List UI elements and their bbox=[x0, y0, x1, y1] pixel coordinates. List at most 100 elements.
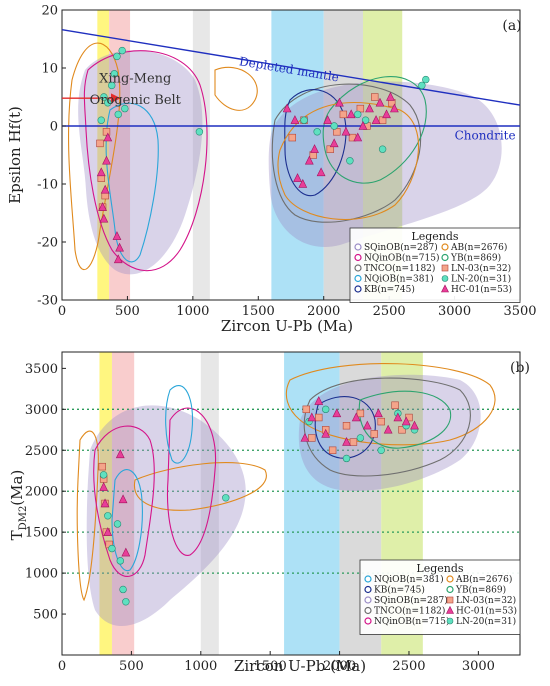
data-point-a-s1-14 bbox=[354, 110, 362, 119]
envelope-ab-a bbox=[68, 42, 258, 271]
data-point-a-s2-20 bbox=[346, 109, 356, 119]
chondrite-label: Chondrite bbox=[455, 128, 516, 142]
data-point-a-s2-8 bbox=[115, 242, 124, 252]
legend-label-a-5: LN-03(n=32) bbox=[451, 263, 511, 274]
x-tick-label-b-4: 2000 bbox=[323, 659, 356, 674]
y-tick-label-a-4: 10 bbox=[41, 62, 58, 77]
y-axis-title-a: Epsilon Hf(t) bbox=[6, 106, 24, 204]
data-point-b-s0-15 bbox=[391, 401, 399, 409]
legend-label-b-3: YB(n=869) bbox=[455, 585, 506, 596]
envelope-sqinob-a bbox=[78, 50, 203, 275]
age-band-a-2 bbox=[192, 10, 210, 300]
x-tick-label-b-0: 0 bbox=[58, 659, 66, 674]
legend-marker-b-0 bbox=[364, 575, 372, 583]
data-point-a-s2-5 bbox=[103, 132, 113, 142]
y-tick-label-b-4: 2500 bbox=[25, 444, 58, 459]
data-point-b-s2-4 bbox=[118, 494, 128, 504]
y-tick-label-b-5: 3000 bbox=[25, 403, 58, 418]
legend-label-b-1: AB(n=2676) bbox=[455, 574, 512, 585]
data-point-b-s0-6 bbox=[308, 434, 316, 442]
plot-frame-b bbox=[61, 351, 521, 656]
envelope-nqiob-a bbox=[105, 102, 159, 263]
x-tick-label-b-3: 1500 bbox=[254, 659, 287, 674]
data-point-a-s2-21 bbox=[353, 132, 363, 142]
y-tick-label-b-3: 2000 bbox=[25, 485, 58, 500]
data-point-a-s1-17 bbox=[418, 81, 426, 90]
data-point-a-s2-16 bbox=[323, 115, 333, 124]
y-tick-label-a-0: -30 bbox=[37, 294, 58, 309]
age-band-b-3 bbox=[284, 352, 340, 655]
data-point-b-s2-8 bbox=[314, 396, 324, 405]
x-tick-label-a-0: 0 bbox=[58, 304, 66, 319]
data-point-b-s2-3 bbox=[115, 449, 125, 459]
legend-box-a bbox=[349, 227, 521, 303]
data-point-a-s2-7 bbox=[113, 254, 123, 264]
x-tick-label-a-4: 2000 bbox=[307, 304, 340, 319]
age-band-a-0 bbox=[97, 10, 110, 300]
axes-b: 0 500 1000 1500 2000 2500 3000 500 1000 1500 2000 2… bbox=[25, 362, 495, 674]
legend-label-a-6: NQiOB(n=381) bbox=[364, 274, 434, 285]
x-tick-label-a-7: 3500 bbox=[503, 304, 536, 319]
data-point-a-s2-9 bbox=[282, 103, 292, 113]
data-point-b-s2-9 bbox=[321, 428, 331, 438]
panel-label-a: (a) bbox=[502, 18, 521, 34]
legend-marker-a-1 bbox=[441, 243, 449, 251]
legend-marker-a-4 bbox=[354, 264, 362, 272]
data-points-a bbox=[96, 46, 430, 264]
legend-marker-b-5 bbox=[446, 596, 454, 604]
legend-marker-a-6 bbox=[354, 274, 362, 283]
envelope-ab-b bbox=[76, 363, 496, 602]
x-tick-label-b-6: 3000 bbox=[462, 659, 495, 674]
x-tick-label-a-5: 2500 bbox=[373, 304, 406, 319]
data-point-a-s1-15 bbox=[361, 116, 370, 124]
legend-label-b-7: HC-01(n=53) bbox=[456, 606, 517, 617]
data-point-a-s2-4 bbox=[102, 155, 111, 165]
data-point-b-s2-14 bbox=[374, 408, 383, 418]
envelope-tnco-a bbox=[271, 83, 422, 223]
data-points-b bbox=[98, 396, 419, 606]
plot-border-b bbox=[61, 351, 521, 656]
data-point-a-s2-26 bbox=[382, 109, 391, 119]
data-point-a-s2-2 bbox=[99, 213, 109, 223]
xing-meng-label: Xing-Meng bbox=[99, 72, 171, 87]
data-point-b-s1-4 bbox=[116, 557, 124, 565]
data-point-b-s1-0 bbox=[99, 471, 108, 479]
data-point-b-s0-14 bbox=[377, 417, 385, 426]
x-tick-label-a-2: 1000 bbox=[176, 304, 209, 319]
data-point-a-s2-10 bbox=[290, 115, 300, 124]
data-point-b-s1-12 bbox=[377, 446, 385, 454]
data-point-a-s0-14 bbox=[371, 93, 379, 101]
legend-title-a: Legends bbox=[411, 230, 458, 243]
data-point-b-s0-0 bbox=[98, 462, 106, 471]
data-point-b-s2-12 bbox=[351, 412, 361, 422]
data-point-a-s0-10 bbox=[339, 110, 348, 119]
x-tick-label-a-3: 1500 bbox=[242, 304, 275, 319]
data-point-b-s2-1 bbox=[100, 498, 110, 508]
data-point-a-s1-18 bbox=[422, 75, 430, 84]
data-point-b-s2-6 bbox=[300, 432, 310, 442]
data-point-a-s1-3 bbox=[108, 81, 116, 90]
chart-panel-a: 0 500 1000 1500 2000 2500 3000 3500 -30 -20 -10 0 10… bbox=[6, 4, 537, 336]
data-point-a-s1-0 bbox=[97, 116, 105, 124]
envelope-nqinob-b bbox=[93, 407, 217, 577]
data-point-a-s0-8 bbox=[326, 145, 334, 153]
legend-marker-a-5 bbox=[441, 264, 449, 272]
legend-marker-b-9 bbox=[446, 617, 454, 625]
legend-label-b-6: TNCO(n=1182) bbox=[374, 606, 445, 617]
data-point-b-s2-0 bbox=[99, 482, 109, 491]
y-axis-title-b-rest: (Ma) bbox=[8, 470, 26, 506]
legend-label-b-4: SQinOB(n=287) bbox=[374, 595, 448, 606]
legend-label-a-2: NQinOB(n=715) bbox=[364, 253, 439, 264]
y-tick-label-b-2: 1500 bbox=[25, 526, 58, 541]
data-point-a-s2-25 bbox=[375, 97, 385, 107]
data-point-b-s1-11 bbox=[356, 434, 365, 442]
data-point-b-s2-5 bbox=[121, 547, 131, 557]
data-point-b-s1-5 bbox=[119, 585, 127, 594]
panel-label-b: (b) bbox=[510, 360, 530, 376]
legend-label-b-9: LN-20(n=31) bbox=[456, 616, 516, 627]
data-point-b-s2-7 bbox=[307, 412, 317, 422]
data-point-a-s2-11 bbox=[293, 173, 302, 182]
envelope-kb-b bbox=[314, 396, 376, 459]
data-point-b-s2-16 bbox=[393, 412, 403, 422]
